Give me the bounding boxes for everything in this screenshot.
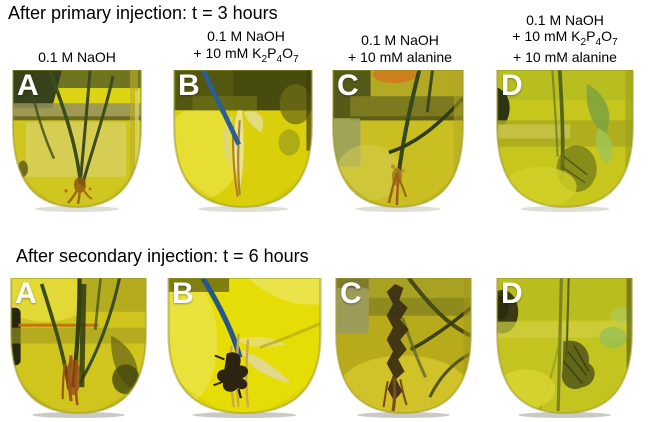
column-header-naoh: 0.1 M NaOH bbox=[10, 2, 144, 66]
tube-shadow bbox=[197, 205, 289, 212]
pale-leaves bbox=[223, 110, 264, 198]
column-header-naoh-alanine: 0.1 M NaOH + 10 mM alanine bbox=[328, 2, 472, 66]
photo-primary-b: B bbox=[171, 70, 315, 213]
tube-photo-c-secondary bbox=[335, 278, 472, 419]
dark-root-mass bbox=[213, 352, 249, 399]
tube-liquid bbox=[497, 278, 632, 414]
tube-photo-a-secondary bbox=[10, 278, 147, 419]
tube-outline bbox=[496, 278, 633, 415]
dark-band bbox=[168, 278, 230, 292]
tube-outline bbox=[332, 70, 464, 208]
tube-outline bbox=[12, 70, 142, 208]
green-hints bbox=[599, 306, 632, 349]
photo-secondary-a: A bbox=[8, 278, 149, 419]
header-line: 0.1 M NaOH bbox=[207, 28, 285, 45]
tube-outline bbox=[167, 278, 322, 415]
tube-shadow bbox=[518, 412, 611, 419]
dark-corner bbox=[13, 70, 62, 109]
grey-block bbox=[336, 287, 369, 334]
column-header-naoh-k2p4o7-alanine: 0.1 M NaOH + 10 mM K2P4O7 + 10 mM alanin… bbox=[487, 2, 643, 66]
column-header-naoh-k2p4o7: 0.1 M NaOH + 10 mM K2P4O7 bbox=[166, 2, 326, 66]
tube-shadow bbox=[32, 412, 125, 419]
tube-outline bbox=[335, 278, 472, 415]
tube-shadow bbox=[357, 412, 450, 419]
blue-wire bbox=[201, 70, 241, 146]
panel-letter: B bbox=[172, 277, 194, 310]
tube-liquid bbox=[497, 70, 633, 207]
header-line: 0.1 M NaOH bbox=[361, 32, 439, 49]
plant-stems bbox=[26, 70, 115, 189]
panel-letter: D bbox=[501, 277, 523, 310]
secondary-injection-title: After secondary injection: t = 6 hours bbox=[16, 246, 309, 266]
root-mass bbox=[387, 164, 408, 205]
photo-primary-c: C bbox=[330, 70, 466, 213]
tube-photo-d-secondary bbox=[496, 278, 633, 419]
primary-injection-title: After primary injection: t = 3 hours bbox=[8, 3, 278, 23]
green-leaf bbox=[586, 84, 613, 165]
header-line: + 10 mM K2P4O7 bbox=[193, 45, 299, 65]
tube-photo-a-primary bbox=[12, 70, 142, 212]
photo-primary-d: D bbox=[494, 70, 636, 213]
tube-photo-c-primary bbox=[332, 70, 464, 212]
header-line: 0.1 M NaOH bbox=[526, 11, 604, 28]
dark-root-column bbox=[382, 283, 409, 412]
dark-shapes bbox=[561, 340, 595, 390]
root-mass bbox=[61, 355, 81, 406]
photo-primary-a: A bbox=[10, 70, 144, 213]
tube-shadow bbox=[520, 205, 610, 212]
tube-shadow bbox=[35, 205, 119, 212]
header-line: + 10 mM alanine bbox=[513, 49, 617, 66]
tube-outline bbox=[496, 70, 634, 208]
photo-secondary-d: D bbox=[494, 278, 635, 419]
tube-photo-b-secondary bbox=[167, 278, 322, 419]
photo-secondary-c: C bbox=[333, 278, 474, 419]
tube-shadow bbox=[355, 205, 441, 212]
tube-liquid bbox=[13, 70, 141, 207]
tube-outline bbox=[173, 70, 313, 208]
header-line: + 10 mM K2P4O7 bbox=[512, 28, 618, 49]
reflection-band bbox=[368, 297, 471, 316]
panel-letter: C bbox=[337, 69, 359, 102]
orange-line bbox=[18, 323, 99, 327]
panel-letter: C bbox=[340, 277, 362, 310]
tube-outline bbox=[10, 278, 147, 415]
tube-shadow bbox=[192, 412, 297, 419]
panel-letter: B bbox=[178, 69, 200, 102]
dark-blotches bbox=[278, 70, 312, 156]
root-mass bbox=[64, 176, 93, 205]
panel-letter: A bbox=[17, 69, 39, 102]
reflection-band bbox=[497, 321, 632, 338]
reflection-band bbox=[13, 103, 141, 119]
panel-letter: D bbox=[501, 69, 523, 102]
header-line: 0.1 M NaOH bbox=[38, 49, 116, 66]
tube-photo-d-primary bbox=[496, 70, 634, 212]
orange-blob bbox=[372, 70, 418, 84]
photo-secondary-b: B bbox=[165, 278, 324, 419]
header-line: + 10 mM alanine bbox=[348, 49, 452, 66]
tube-photo-b-primary bbox=[173, 70, 313, 212]
panel-letter: A bbox=[15, 277, 37, 310]
